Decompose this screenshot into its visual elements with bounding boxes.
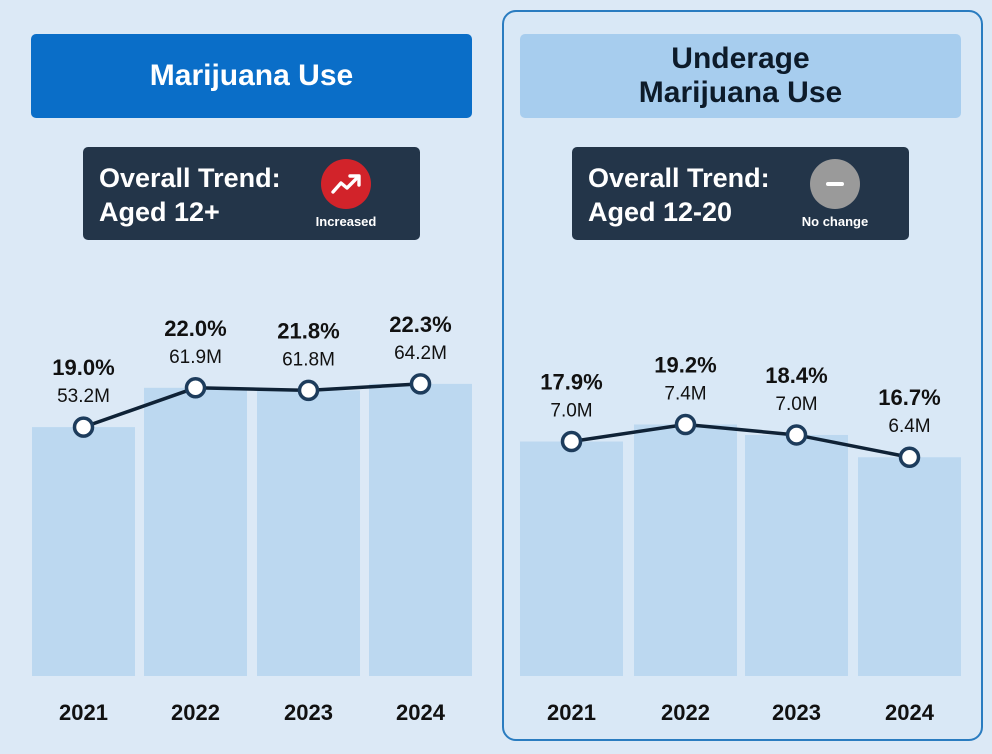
data-point-2022 [184, 377, 207, 399]
trend-heading: Overall Trend: [588, 163, 770, 193]
count-label-2022: 7.4M [664, 383, 706, 404]
bar-2023 [257, 390, 360, 676]
trend-text: Overall Trend: Aged 12-20 [588, 161, 770, 229]
data-point-2023 [785, 424, 808, 446]
data-point-2023 [297, 379, 320, 402]
year-label-2022: 2022 [171, 700, 220, 725]
chart-marijuana-use: 19.0% 53.2M 2021 22.0% 61.9M 2022 21.8% 61.8M 20… [32, 312, 472, 725]
year-label-2024: 2024 [885, 700, 935, 725]
count-label-2024: 6.4M [888, 416, 930, 437]
data-point-2022 [674, 413, 697, 436]
trend-group: Aged 12+ [99, 197, 220, 227]
value-label-2022: 19.2% [654, 352, 716, 377]
underage-marijuana-use-title: Underage Marijuana Use [520, 34, 961, 118]
trend-line [571, 422, 910, 459]
count-label-2023: 61.8M [282, 349, 335, 370]
marijuana-use-title: Marijuana Use [31, 34, 472, 118]
value-label-2021: 19.0% [52, 355, 114, 380]
value-label-2024: 22.3% [389, 312, 451, 337]
value-label-2023: 18.4% [765, 363, 827, 388]
count-label-2024: 64.2M [394, 343, 447, 364]
data-point-2021 [72, 416, 95, 438]
year-label-2022: 2022 [661, 700, 710, 725]
trend-status-label: No change [801, 214, 869, 229]
bar-2024 [369, 383, 472, 676]
trend-up-icon [321, 159, 371, 209]
data-point-2024 [409, 373, 432, 395]
bar-2024 [858, 457, 961, 676]
data-point-2024 [898, 446, 921, 468]
bar-2021 [520, 441, 623, 676]
chart-underage-marijuana-use: 17.9% 7.0M 2021 19.2% 7.4M 2022 18.4% 7.0M 2023 1… [520, 352, 961, 725]
trend-text: Overall Trend: Aged 12+ [99, 161, 281, 229]
year-label-2021: 2021 [547, 700, 596, 725]
bar-2022 [144, 387, 247, 676]
trend-heading: Overall Trend: [99, 163, 281, 193]
overall-trend-card-aged-12-20: Overall Trend: Aged 12-20 No change [572, 147, 909, 240]
trend-status-label: Increased [315, 214, 377, 229]
trend-group: Aged 12-20 [588, 197, 733, 227]
value-label-2022: 22.0% [164, 316, 226, 341]
value-label-2024: 16.7% [878, 385, 940, 410]
year-label-2023: 2023 [284, 700, 333, 725]
bar-2021 [32, 427, 135, 676]
value-label-2023: 21.8% [277, 318, 339, 343]
count-label-2023: 7.0M [775, 394, 817, 415]
minus-icon [810, 159, 860, 209]
data-point-2021 [560, 430, 583, 453]
bar-2022 [634, 424, 737, 676]
trend-line [82, 382, 421, 429]
year-label-2021: 2021 [59, 700, 108, 725]
count-label-2021: 7.0M [550, 401, 592, 422]
year-label-2023: 2023 [772, 700, 821, 725]
overall-trend-card-aged-12-plus: Overall Trend: Aged 12+ Increased [83, 147, 420, 240]
value-label-2021: 17.9% [540, 370, 602, 395]
count-label-2021: 53.2M [57, 386, 110, 407]
year-label-2024: 2024 [396, 700, 446, 725]
bar-2023 [745, 434, 848, 676]
count-label-2022: 61.9M [169, 347, 222, 368]
